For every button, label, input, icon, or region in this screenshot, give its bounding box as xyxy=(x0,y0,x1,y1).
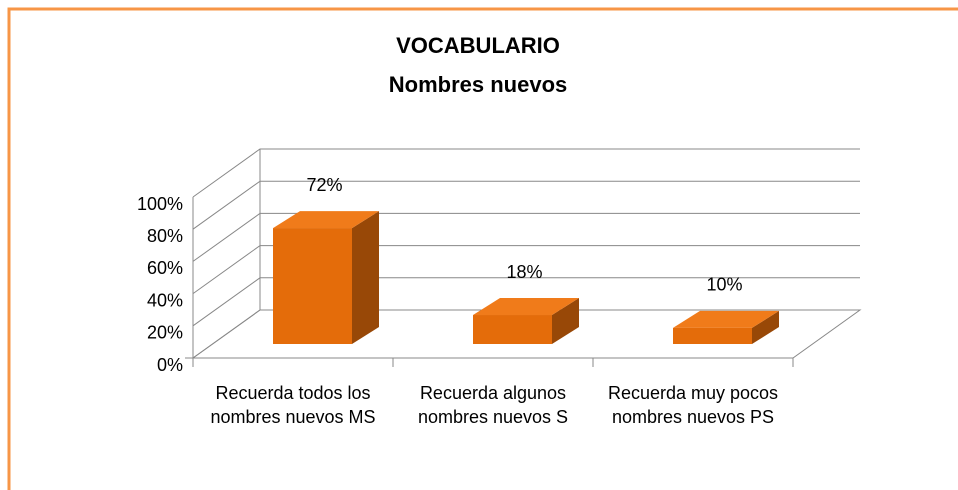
chart-title: VOCABULARIO xyxy=(396,33,560,58)
bar-side xyxy=(752,310,779,344)
data-label: 72% xyxy=(306,175,342,195)
bar xyxy=(673,327,752,344)
chart-subtitle: Nombres nuevos xyxy=(389,72,568,97)
x-tick-label: Recuerda algunos nombres nuevos S xyxy=(417,383,569,427)
bar-top xyxy=(473,298,579,316)
y-tick-label: 40% xyxy=(147,290,183,310)
bar-top xyxy=(673,310,779,328)
bar-side xyxy=(352,211,379,344)
y-tick-label: 80% xyxy=(147,226,183,246)
y-tick-label: 100% xyxy=(137,194,183,214)
x-tick-label: Recuerda todos los nombres nuevos MS xyxy=(210,383,376,427)
grid-line xyxy=(192,148,860,198)
y-tick-label: 60% xyxy=(147,258,183,278)
y-tick-label: 0% xyxy=(157,355,183,375)
bar-top xyxy=(273,211,379,229)
y-tick-label: 20% xyxy=(147,323,183,343)
data-label: 18% xyxy=(506,262,542,282)
x-tick-label: Recuerda muy pocos nombres nuevos PS xyxy=(607,383,779,427)
bar xyxy=(473,315,552,344)
bar xyxy=(273,228,352,344)
frame xyxy=(7,7,958,490)
data-label: 10% xyxy=(706,275,742,295)
bar-side xyxy=(552,298,579,344)
